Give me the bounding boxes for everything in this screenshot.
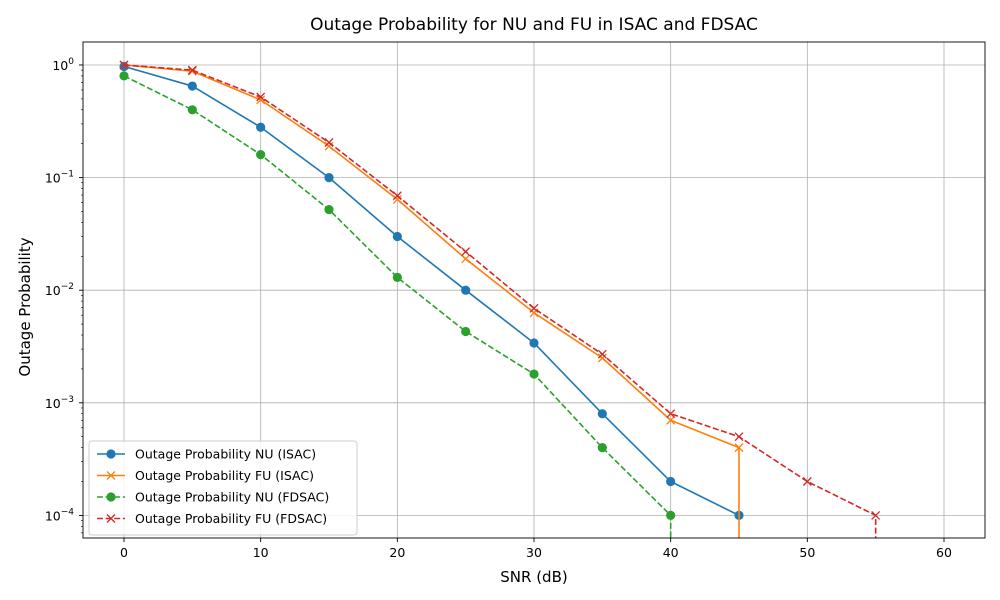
plot-area: 0 10 20 30 40 50 60 10−4 10−3 10−2 10−1 100 — [45, 41, 986, 560]
data-point — [324, 172, 334, 183]
data-point — [392, 272, 402, 282]
legend-label: Outage Probability FU (FDSAC) — [135, 511, 327, 526]
data-point — [324, 141, 334, 151]
y-tick-label: 10−1 — [45, 170, 74, 186]
series-3 — [119, 71, 676, 538]
data-point — [256, 150, 266, 160]
legend-label: Outage Probability NU (FDSAC) — [135, 490, 329, 505]
data-point — [597, 349, 607, 359]
series-1 — [119, 61, 744, 521]
data-point — [461, 326, 471, 337]
x-tick-label: 50 — [799, 545, 815, 560]
data-point — [119, 61, 129, 72]
data-point — [802, 477, 812, 486]
data-point — [597, 409, 607, 419]
data-point — [871, 510, 881, 520]
data-point — [529, 369, 539, 379]
data-point — [119, 71, 129, 81]
data-point — [392, 231, 402, 242]
data-point — [529, 303, 539, 313]
data-point — [324, 204, 334, 215]
legend-label: Outage Probability FU (ISAC) — [135, 468, 314, 483]
data-point — [119, 60, 129, 70]
legend-label: Outage Probability NU (ISAC) — [135, 447, 316, 462]
data-point — [666, 415, 676, 425]
legend-marker — [106, 449, 116, 459]
x-axis-ticks: 0 10 20 30 40 50 60 — [120, 538, 952, 560]
data-point — [392, 191, 402, 201]
data-point — [461, 247, 471, 257]
x-tick-label: 60 — [936, 545, 952, 560]
y-tick-label: 10−4 — [45, 507, 74, 523]
legend-item: Outage Probability NU (FDSAC) — [97, 490, 329, 505]
data-point — [461, 254, 471, 264]
x-tick-label: 30 — [526, 545, 542, 560]
y-axis-label: Outage Probability — [16, 237, 34, 376]
data-point — [256, 122, 266, 132]
data-point — [256, 95, 266, 105]
data-point — [529, 338, 539, 348]
legend-marker — [106, 514, 116, 523]
data-point — [666, 510, 676, 521]
data-point — [256, 92, 266, 102]
series-4 — [119, 60, 881, 538]
data-point — [461, 285, 471, 295]
legend-item: Outage Probability FU (FDSAC) — [97, 511, 327, 526]
data-point — [187, 65, 197, 75]
data-point — [597, 443, 607, 453]
series-layer — [119, 60, 881, 538]
legend-box — [88, 440, 358, 536]
legend: Outage Probability NU (ISAC) Outage Proba… — [88, 440, 358, 536]
data-point — [187, 66, 197, 76]
x-axis-label: SNR (dB) — [500, 568, 567, 586]
y-tick-label: 10−3 — [45, 395, 74, 411]
x-tick-label: 0 — [120, 545, 128, 560]
data-point — [187, 105, 197, 115]
chart-title: Outage Probability for NU and FU in ISAC… — [310, 15, 758, 35]
legend-marker — [106, 492, 116, 502]
data-point — [392, 194, 402, 204]
legend-item: Outage Probability FU (ISAC) — [97, 468, 314, 483]
data-point — [324, 138, 334, 147]
y-axis-ticks: 10−4 10−3 10−2 10−1 100 — [45, 57, 83, 523]
data-point — [734, 443, 744, 453]
data-point — [734, 432, 744, 442]
x-tick-label: 10 — [253, 545, 269, 560]
x-tick-label: 40 — [663, 545, 679, 560]
y-tick-label: 100 — [52, 57, 74, 73]
y-tick-label: 10−2 — [45, 282, 74, 298]
series-line — [123, 75, 672, 538]
legend-item: Outage Probability NU (ISAC) — [97, 447, 316, 462]
data-point — [666, 409, 676, 419]
legend-marker — [106, 471, 116, 480]
x-tick-label: 20 — [389, 545, 405, 560]
data-point — [187, 81, 197, 91]
data-point — [597, 353, 607, 363]
data-point — [666, 476, 676, 487]
series-line — [123, 65, 740, 517]
